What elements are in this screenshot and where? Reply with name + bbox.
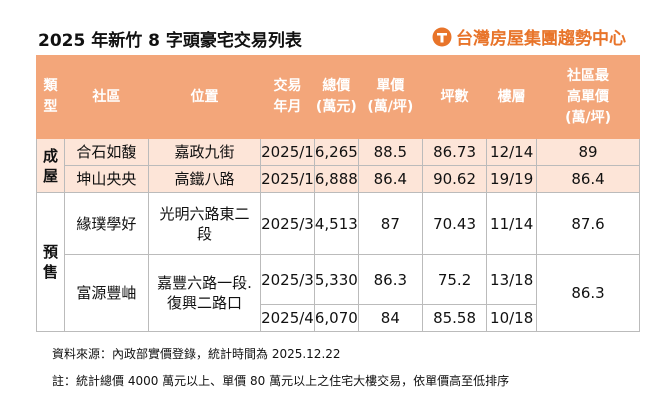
- table-row: 2025/4 6,070 84 85.58 10/18: [37, 304, 640, 332]
- floor-cell: 19/19: [486, 165, 538, 193]
- total-cell: 4,513: [313, 192, 359, 255]
- logo: 台灣房屋集團趨勢中心: [432, 24, 626, 49]
- date-cell: 2025/1: [260, 138, 315, 166]
- text-line: 復興二路口: [166, 294, 242, 312]
- text-line: 高鐵八路: [174, 170, 235, 188]
- floor-cell: 11/14: [486, 192, 538, 255]
- total-cell: 6,888: [313, 165, 359, 193]
- community-cell: 合石如馥: [63, 138, 149, 166]
- note: 註：統計總價 4000 萬元以上、單價 80 萬元以上之住宅大樓交易，依單價高至…: [52, 374, 510, 388]
- column-header: 樓層: [486, 55, 538, 139]
- max-price-cell: 86.3: [536, 254, 640, 332]
- text-line: (萬元): [315, 99, 357, 115]
- area-cell: 90.62: [421, 165, 488, 193]
- type-text: 成屋: [42, 146, 58, 185]
- unit-cell: 84: [357, 304, 423, 332]
- floor-cell: 10/18: [486, 304, 538, 332]
- text-line: 類型: [43, 78, 58, 115]
- text-line: 光明六路東二: [159, 204, 250, 223]
- column-header: 坪數: [421, 55, 488, 139]
- type-cell: 預售: [36, 192, 65, 332]
- title: 2025 年新竹 8 字頭豪宅交易列表: [38, 31, 302, 51]
- community-cell: 坤山央央: [63, 165, 149, 193]
- table-row: 富源豐岫 嘉豐六路一段. 復興二路口 2025/3 5,330 86.3 75.2 13/18…: [37, 254, 640, 332]
- total-cell: 6,070: [313, 304, 359, 332]
- area-cell: 86.73: [421, 138, 488, 166]
- total-cell: 6,265: [313, 138, 359, 166]
- floor-cell: 13/18: [486, 254, 538, 305]
- column-header: 社區: [63, 55, 149, 139]
- unit-cell: 88.5: [357, 138, 423, 166]
- community-cell: 緣璞學好: [63, 192, 149, 255]
- unit-cell: 86.3: [357, 254, 423, 305]
- location-cell: 嘉政九街: [147, 138, 262, 166]
- max-price-cell: 89: [536, 138, 640, 166]
- column-header: 社區最高單價 (萬/坪): [536, 55, 640, 139]
- floor-cell: 12/14: [486, 138, 538, 166]
- text-line: 年月: [273, 99, 302, 115]
- column-header: 單價 (萬/坪): [357, 55, 423, 139]
- logo-icon: [432, 27, 452, 46]
- date-cell: 2025/4: [260, 304, 315, 332]
- source: 資料來源：內政部實價登錄，統計時間為 2025.12.22: [52, 347, 341, 361]
- text-line: 單價: [376, 78, 405, 94]
- text-line: 嘉政九街: [174, 143, 235, 161]
- area-cell: 70.43: [421, 192, 488, 255]
- text-line: 樓層: [497, 88, 526, 105]
- text-line: (萬/坪): [367, 99, 414, 115]
- table-row: 成屋 合石如馥 嘉政九街 2025/1 6,265 88.5 86.73 12/14 89: [36, 138, 640, 193]
- text-line: 總價: [322, 78, 351, 94]
- text-line: 交易: [273, 78, 302, 94]
- type-text: 預售: [42, 243, 58, 281]
- date-cell: 2025/1: [260, 165, 315, 193]
- text-line: (萬/坪): [565, 109, 611, 126]
- unit-cell: 87: [357, 192, 423, 255]
- location-cell: 光明六路東二段: [147, 192, 262, 255]
- date-cell: 2025/3: [260, 192, 315, 255]
- max-price-cell: 86.4: [536, 165, 640, 193]
- unit-cell: 86.4: [357, 165, 423, 193]
- text-line: 社區最: [567, 67, 610, 84]
- location-cell: 嘉豐六路一段. 復興二路口: [147, 254, 262, 332]
- column-header: 位置: [147, 55, 262, 139]
- table: 類型 社區 位置 交易 年月 總價 (萬元) 單價 (萬/坪) 坪數 樓層 社區最 高單價 (萬/坪) 成…: [36, 55, 640, 332]
- text-line: 段: [196, 224, 212, 243]
- column-header: 總價 (萬元): [313, 55, 359, 139]
- table-row: 坤山央央 高鐵八路 2025/1 6,888 86.4 90.62 19/19 86.4: [37, 165, 640, 193]
- table-body: 成屋 合石如馥 嘉政九街 2025/1 6,265 88.5 86.73 12/14 89 坤山央…: [36, 138, 640, 332]
- text-line: 位置: [190, 88, 219, 105]
- community-cell: 富源豐岫: [63, 254, 149, 332]
- column-header: 交易 年月: [260, 55, 315, 139]
- table-row: 預售 緣璞學好 光明六路東二段 2025/3 4,513 87 70.43 11/14 87.6: [36, 192, 640, 332]
- location-cell: 高鐵八路: [147, 165, 262, 193]
- text-line: 社區: [92, 88, 121, 105]
- date-cell: 2025/3: [260, 254, 315, 305]
- text-line: 高單價: [567, 88, 610, 105]
- header-row: 類型 社區 位置 交易 年月 總價 (萬元) 單價 (萬/坪) 坪數 樓層 社區最 高單價 (萬/坪): [36, 55, 640, 139]
- max-price-cell: 87.6: [536, 192, 640, 255]
- text-line: 坪數: [440, 88, 469, 105]
- type-cell: 成屋: [36, 138, 65, 193]
- area-cell: 75.2: [421, 254, 488, 305]
- area-cell: 85.58: [421, 304, 488, 332]
- total-cell: 5,330: [313, 254, 359, 305]
- column-header: 類型: [36, 55, 65, 139]
- logo-text: 台灣房屋集團趨勢中心: [456, 29, 626, 49]
- text-line: 嘉豐六路一段.: [157, 274, 252, 292]
